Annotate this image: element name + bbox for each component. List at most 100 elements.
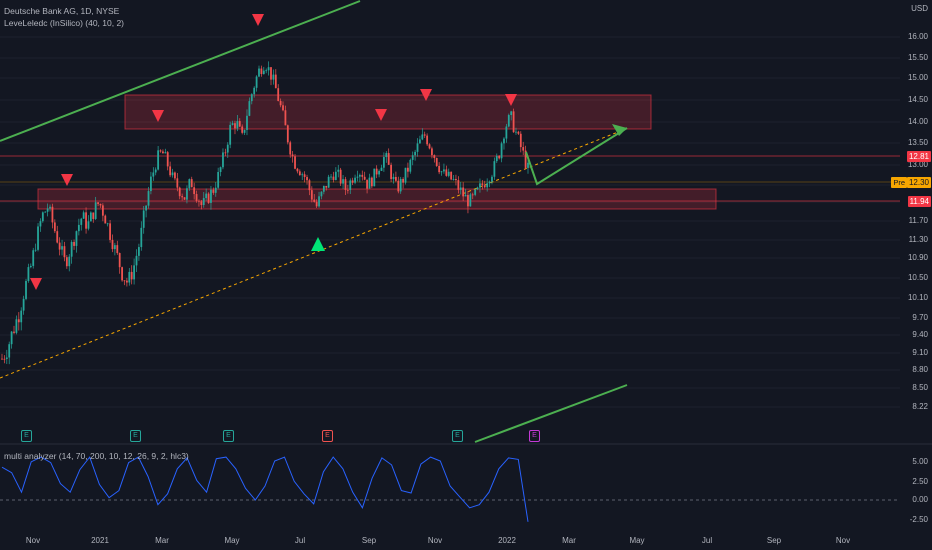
pivot-high-marker[interactable] bbox=[375, 109, 387, 121]
indicator-legend[interactable]: LeveLeledc (InSilico) (40, 10, 2) bbox=[4, 18, 125, 28]
candle-body bbox=[479, 183, 481, 188]
candle-body bbox=[286, 125, 289, 143]
candle-body bbox=[147, 191, 150, 206]
candle-body bbox=[522, 147, 525, 151]
candle-body bbox=[373, 168, 376, 187]
candle-body bbox=[3, 358, 6, 360]
earnings-marker[interactable]: E bbox=[452, 430, 463, 442]
candle-body bbox=[515, 131, 517, 133]
candle-body bbox=[404, 167, 407, 183]
candle-body bbox=[459, 187, 462, 190]
candle-body bbox=[32, 250, 35, 266]
price-tick: 9.40 bbox=[912, 330, 928, 339]
dashed-support-line[interactable] bbox=[0, 127, 629, 379]
candle-body bbox=[349, 180, 352, 190]
candle-body bbox=[334, 171, 337, 180]
pivot-high-marker[interactable] bbox=[420, 89, 432, 101]
candle-body bbox=[253, 87, 256, 95]
earnings-marker[interactable]: E bbox=[529, 430, 540, 442]
candle-body bbox=[111, 239, 114, 250]
candle-body bbox=[392, 176, 395, 180]
candle-body bbox=[291, 154, 294, 157]
pivot-high-marker[interactable] bbox=[30, 278, 42, 290]
candle-body bbox=[320, 191, 323, 197]
candle-body bbox=[178, 187, 181, 197]
price-tick: 8.80 bbox=[912, 365, 928, 374]
candle-body bbox=[123, 280, 126, 282]
pivot-high-marker[interactable] bbox=[152, 110, 164, 122]
candle-body bbox=[390, 164, 392, 180]
currency-label: USD bbox=[911, 4, 928, 13]
candle-body bbox=[366, 179, 368, 189]
candle-body bbox=[337, 169, 340, 172]
candle-body bbox=[397, 180, 400, 192]
candle-body bbox=[226, 144, 229, 153]
earnings-marker[interactable]: E bbox=[130, 430, 141, 442]
candle-body bbox=[130, 271, 133, 280]
candle-body bbox=[380, 167, 383, 171]
candle-body bbox=[65, 257, 68, 267]
candle-body bbox=[200, 201, 203, 205]
candle-body bbox=[452, 178, 455, 180]
candle-body bbox=[46, 208, 49, 212]
candle-body bbox=[375, 168, 378, 175]
projection-arrow[interactable] bbox=[525, 127, 628, 186]
candle-body bbox=[162, 151, 164, 154]
candle-body bbox=[70, 241, 73, 257]
candle-body bbox=[440, 171, 443, 173]
resistance-zone[interactable] bbox=[124, 94, 652, 130]
candle-body bbox=[438, 165, 441, 173]
candle-body bbox=[207, 193, 210, 203]
price-tick: 13.00 bbox=[907, 160, 928, 169]
candle-body bbox=[241, 126, 244, 133]
candle-body bbox=[121, 267, 123, 281]
candle-body bbox=[399, 178, 402, 192]
candle-body bbox=[450, 171, 453, 180]
candle-body bbox=[486, 183, 489, 188]
candle-body bbox=[190, 179, 193, 188]
candle-body bbox=[27, 267, 30, 281]
price-tick: 10.10 bbox=[907, 293, 928, 302]
candle-body bbox=[37, 226, 39, 250]
price-axis[interactable]: USD bbox=[900, 0, 932, 550]
candle-body bbox=[101, 205, 104, 216]
pivot-low-marker[interactable] bbox=[311, 237, 325, 251]
candle-body bbox=[39, 221, 42, 227]
candle-body bbox=[289, 142, 292, 155]
candle-body bbox=[279, 100, 282, 106]
candle-body bbox=[467, 195, 469, 207]
lower-trendline[interactable] bbox=[474, 384, 628, 443]
earnings-marker[interactable]: E bbox=[223, 430, 234, 442]
pivot-high-marker[interactable] bbox=[505, 94, 517, 106]
candle-body bbox=[22, 298, 25, 311]
candle-body bbox=[471, 194, 474, 196]
symbol-legend[interactable]: Deutsche Bank AG, 1D, NYSE bbox=[4, 6, 120, 16]
candle-body bbox=[351, 180, 354, 183]
pivot-high-marker[interactable] bbox=[61, 174, 73, 186]
candle-body bbox=[310, 190, 313, 200]
candle-body bbox=[378, 170, 380, 175]
candle-body bbox=[229, 124, 232, 145]
candle-body bbox=[462, 187, 465, 197]
candle-body bbox=[25, 280, 27, 299]
candle-body bbox=[274, 74, 277, 89]
earnings-marker[interactable]: E bbox=[322, 430, 333, 442]
oscillator-legend[interactable]: multi analyzer (14, 70, 200, 10, 12, 26,… bbox=[4, 451, 189, 461]
candle-body bbox=[469, 194, 472, 207]
candle-body bbox=[17, 319, 20, 323]
pivot-high-marker[interactable] bbox=[252, 14, 264, 26]
candle-body bbox=[298, 171, 301, 176]
candle-body bbox=[61, 246, 63, 250]
candle-body bbox=[524, 150, 527, 168]
candle-body bbox=[99, 203, 102, 206]
price-tick: 16.00 bbox=[907, 32, 928, 41]
time-tick: 2021 bbox=[91, 536, 109, 545]
upper-trendline[interactable] bbox=[0, 0, 361, 142]
support-zone[interactable] bbox=[37, 188, 717, 210]
candle-body bbox=[152, 172, 155, 177]
candle-body bbox=[301, 174, 304, 176]
candle-body bbox=[411, 155, 414, 160]
earnings-marker[interactable]: E bbox=[21, 430, 32, 442]
candle-body bbox=[500, 143, 503, 159]
